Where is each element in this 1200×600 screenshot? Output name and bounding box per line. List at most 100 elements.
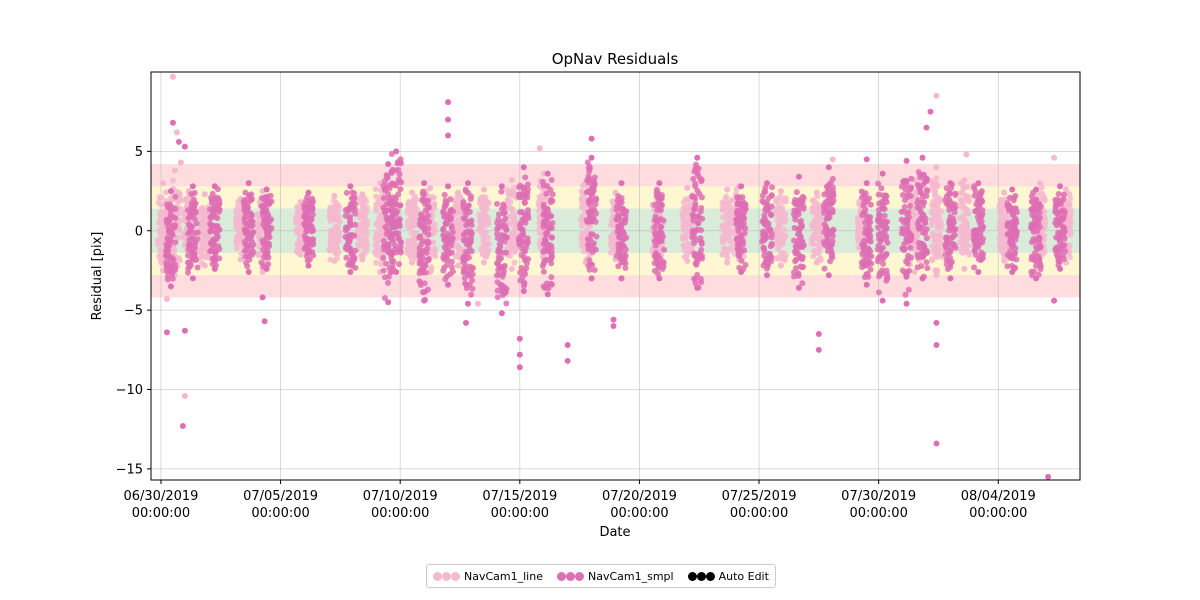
data-point-navcam1-smpl <box>381 295 388 302</box>
data-point-navcam1-smpl <box>188 200 195 207</box>
data-point-navcam1-smpl <box>768 184 775 191</box>
data-point-navcam1-smpl <box>1031 256 1038 263</box>
data-point-navcam1-smpl <box>734 245 741 252</box>
data-point-navcam1-smpl <box>216 255 223 262</box>
data-point-navcam1-smpl <box>498 281 505 288</box>
data-point-navcam1-line <box>813 207 820 214</box>
data-point-navcam1-smpl <box>919 253 926 260</box>
data-point-navcam1-smpl <box>866 227 873 234</box>
data-point-navcam1-line <box>684 184 691 191</box>
data-point-navcam1-smpl <box>264 250 271 257</box>
data-point-navcam1-line <box>452 253 459 260</box>
data-point-navcam1-line <box>477 228 484 235</box>
data-point-navcam1-smpl <box>947 275 954 282</box>
data-point-navcam1-smpl <box>245 180 252 187</box>
data-point-navcam1-line <box>506 204 513 211</box>
data-point-navcam1-smpl <box>922 248 929 255</box>
data-point-navcam1-smpl <box>693 261 700 268</box>
data-point-navcam1-smpl <box>345 246 352 253</box>
data-point-navcam1-smpl <box>825 164 832 171</box>
data-point-navcam1-smpl <box>540 211 547 218</box>
data-point-navcam1-smpl <box>862 190 869 197</box>
data-point-navcam1-line <box>774 207 781 214</box>
x-tick-label-date: 08/04/2019 <box>961 489 1036 504</box>
data-point-navcam1-line <box>779 207 786 214</box>
data-point-navcam1-smpl-outlier <box>516 364 523 371</box>
data-point-navcam1-line <box>727 220 734 227</box>
data-point-navcam1-smpl <box>461 275 468 282</box>
y-tick-label: 0 <box>135 224 143 239</box>
data-point-navcam1-smpl <box>619 229 626 236</box>
data-point-navcam1-smpl <box>417 222 424 229</box>
data-point-navcam1-smpl <box>883 277 890 284</box>
data-point-navcam1-smpl <box>1033 275 1040 282</box>
data-point-navcam1-line <box>536 220 543 227</box>
data-point-navcam1-line <box>721 204 728 211</box>
data-point-navcam1-smpl <box>759 197 766 204</box>
data-point-navcam1-smpl <box>185 265 192 272</box>
data-point-navcam1-smpl <box>586 176 593 183</box>
legend-item-navcam1-line: NavCam1_line <box>433 570 543 583</box>
data-point-navcam1-smpl <box>189 235 196 242</box>
data-point-navcam1-smpl <box>1012 227 1019 234</box>
data-point-navcam1-smpl-outlier <box>933 319 940 326</box>
data-point-navcam1-smpl <box>189 183 196 190</box>
data-point-navcam1-smpl <box>352 247 359 254</box>
data-point-navcam1-line <box>721 223 728 230</box>
data-point-navcam1-smpl <box>698 240 705 247</box>
data-point-navcam1-smpl <box>1013 256 1020 263</box>
data-point-navcam1-line <box>685 242 692 249</box>
data-point-navcam1-line <box>720 236 727 243</box>
data-point-navcam1-smpl <box>908 175 915 182</box>
data-point-navcam1-smpl <box>915 169 922 176</box>
data-point-navcam1-smpl <box>418 215 425 222</box>
data-point-navcam1-smpl <box>877 238 884 245</box>
data-point-navcam1-line <box>962 217 969 224</box>
data-point-navcam1-line <box>361 207 368 214</box>
data-point-navcam1-smpl <box>465 220 472 227</box>
data-point-navcam1-smpl <box>797 234 804 241</box>
data-point-navcam1-smpl <box>977 213 984 220</box>
x-tick-label-date: 07/15/2019 <box>482 489 557 504</box>
data-point-navcam1-smpl <box>695 220 702 227</box>
data-point-navcam1-line <box>778 213 785 220</box>
data-point-navcam1-smpl <box>924 265 931 272</box>
data-point-navcam1-smpl <box>875 180 882 187</box>
data-point-navcam1-smpl-outlier <box>516 351 523 358</box>
data-point-navcam1-smpl <box>167 188 174 195</box>
data-point-navcam1-line <box>483 219 490 226</box>
data-point-navcam1-line <box>456 246 463 253</box>
data-point-navcam1-smpl <box>448 222 455 229</box>
data-point-navcam1-smpl <box>192 209 199 216</box>
data-point-navcam1-smpl <box>164 273 171 280</box>
x-tick-label-time: 00:00:00 <box>969 506 1027 521</box>
data-point-navcam1-smpl <box>919 275 926 282</box>
data-point-navcam1-line <box>254 221 261 228</box>
data-point-navcam1-smpl <box>1035 235 1042 242</box>
data-point-navcam1-line <box>374 252 381 259</box>
data-point-navcam1-line <box>410 217 417 224</box>
data-point-navcam1-line <box>961 176 968 183</box>
data-point-navcam1-smpl <box>690 217 697 224</box>
data-point-navcam1-line <box>776 223 783 230</box>
data-point-navcam1-smpl <box>794 240 801 247</box>
data-point-navcam1-line <box>997 204 1004 211</box>
data-point-navcam1-smpl <box>382 274 389 281</box>
data-point-navcam1-smpl <box>524 181 531 188</box>
data-point-navcam1-line <box>480 186 487 193</box>
data-point-navcam1-line <box>505 190 512 197</box>
data-point-navcam1-smpl <box>799 253 806 260</box>
data-point-navcam1-line <box>965 193 972 200</box>
data-point-navcam1-smpl <box>978 188 985 195</box>
data-point-navcam1-smpl <box>907 186 914 193</box>
data-point-navcam1-line <box>911 269 918 276</box>
data-point-navcam1-smpl <box>448 258 455 265</box>
data-point-navcam1-smpl <box>980 251 987 258</box>
data-point-navcam1-smpl <box>242 241 249 248</box>
data-point-navcam1-line <box>158 194 165 201</box>
data-point-navcam1-line <box>929 180 936 187</box>
data-point-navcam1-smpl <box>1010 210 1017 217</box>
data-point-navcam1-line <box>998 231 1005 238</box>
data-point-navcam1-smpl <box>447 196 454 203</box>
data-point-navcam1-smpl <box>263 254 270 261</box>
